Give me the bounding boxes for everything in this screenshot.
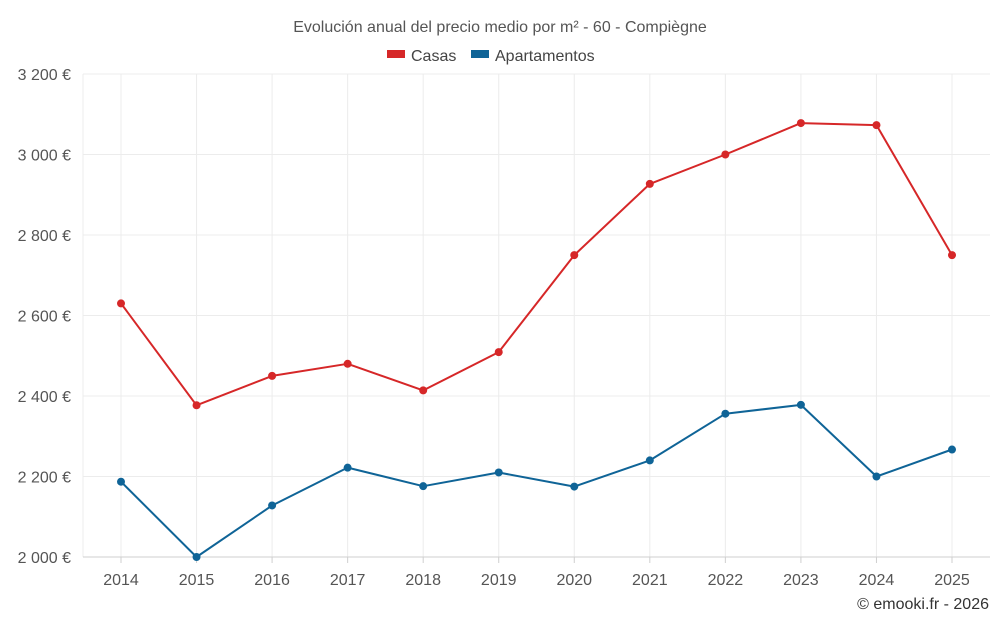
data-point-casas[interactable] [117,299,125,308]
y-tick-label: 3 200 € [18,67,71,84]
data-point-casas[interactable] [645,179,654,188]
legend-item-apartamentos[interactable]: Apartamentos [471,48,595,65]
y-tick-label: 2 600 € [18,309,71,326]
data-point-casas[interactable] [192,401,201,410]
series-line-casas [120,122,953,407]
data-point-apartamentos[interactable] [570,482,579,491]
y-tick-label: 2 400 € [18,389,71,406]
data-point-casas[interactable] [419,386,428,395]
data-point-casas[interactable] [343,359,352,368]
data-point-apartamentos[interactable] [419,482,428,491]
axes: 2 000 € 2 200 € 2 400 € 2 600 € 2 800 € 3 000… [18,67,990,589]
x-tick-label: 2018 [405,572,441,589]
x-tick-label: 2016 [254,572,290,589]
legend-label-apartamentos: Apartamentos [495,48,595,65]
x-tick-label: 2024 [859,572,895,589]
data-point-casas[interactable] [872,121,881,130]
data-point-apartamentos[interactable] [268,501,277,510]
x-tick-label: 2023 [783,572,819,589]
series-casas [117,119,956,410]
legend: Casas Apartamentos [387,48,595,65]
credit-text: © emooki.fr - 2026 [857,596,989,613]
grid [83,73,990,557]
data-point-apartamentos[interactable] [117,477,125,486]
series-line-apartamentos [120,403,953,558]
data-point-casas[interactable] [948,251,956,260]
data-point-casas[interactable] [570,251,579,260]
data-point-casas[interactable] [721,150,730,159]
data-point-casas[interactable] [796,119,805,128]
data-point-apartamentos[interactable] [192,553,201,561]
y-tick-label: 2 200 € [18,470,71,487]
series-layer [117,119,956,561]
x-tick-label: 2025 [934,572,970,589]
x-tick-label: 2021 [632,572,668,589]
x-tick-label: 2017 [330,572,366,589]
series-apartamentos [117,400,956,561]
y-tick-label: 3 000 € [18,148,71,165]
data-point-apartamentos[interactable] [645,456,654,465]
x-tick-label: 2015 [179,572,215,589]
data-point-apartamentos[interactable] [948,445,956,454]
data-point-apartamentos[interactable] [494,468,503,477]
x-tick-label: 2014 [103,572,139,589]
data-point-casas[interactable] [268,371,277,380]
legend-swatch-casas [387,50,405,58]
data-point-apartamentos[interactable] [343,463,352,472]
legend-item-casas[interactable]: Casas [387,48,456,65]
chart-title: Evolución anual del precio medio por m² … [293,19,707,36]
x-tick-label: 2022 [708,572,744,589]
x-tick-label: 2020 [556,572,592,589]
data-point-apartamentos[interactable] [796,400,805,409]
y-tick-label: 2 000 € [18,550,71,567]
data-point-apartamentos[interactable] [872,472,881,481]
legend-swatch-apartamentos [471,50,489,58]
y-tick-label: 2 800 € [18,228,71,245]
data-point-casas[interactable] [494,348,503,357]
data-point-apartamentos[interactable] [721,409,730,418]
legend-label-casas: Casas [411,48,456,65]
x-tick-label: 2019 [481,572,517,589]
